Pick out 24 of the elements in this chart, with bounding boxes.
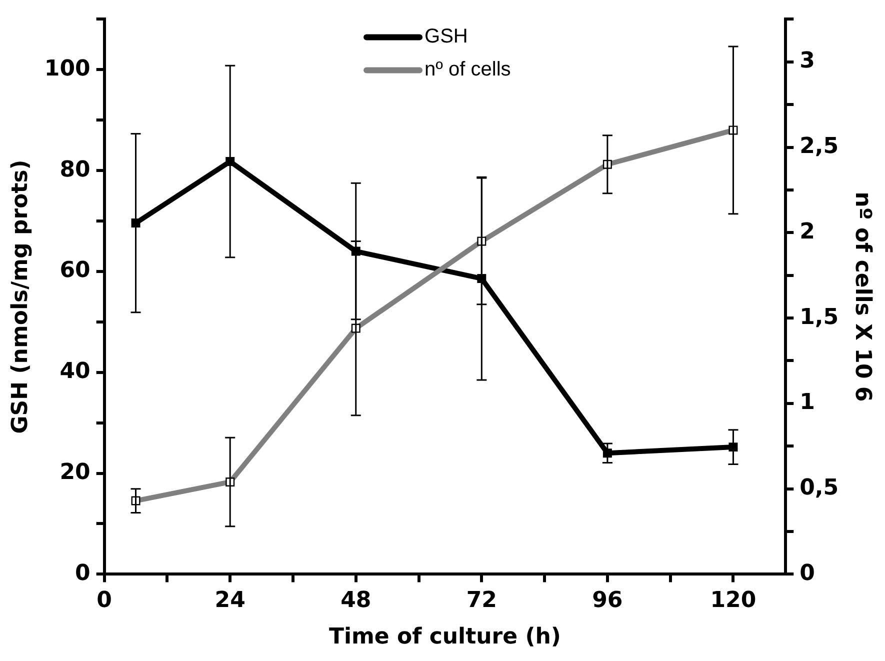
x-tick-label: 0 <box>96 588 112 614</box>
y-tick-label: 100 <box>44 56 90 82</box>
y2-tick-label: 3 <box>800 48 815 74</box>
y-tick-label: 40 <box>60 359 90 384</box>
y2-tick-label: 1 <box>800 390 815 416</box>
legend-label: nº of cells <box>424 58 511 81</box>
y-tick-label: 60 <box>60 258 90 284</box>
y2-tick-label: 2,5 <box>800 134 839 159</box>
x-tick-label: 24 <box>214 588 246 614</box>
y2-tick-label: 0,5 <box>800 476 839 501</box>
legend-label: GSH <box>424 26 468 48</box>
y2-tick-label: 1,5 <box>800 304 839 330</box>
x-tick-label: 120 <box>710 588 756 614</box>
y-axis-title: GSH (nmols/mg prots) <box>8 160 33 434</box>
x-axis-title: Time of culture (h) <box>328 624 561 650</box>
y2-tick-label: 2 <box>800 219 815 244</box>
y2-axis-title: nº of cells X 10 6 <box>850 192 876 402</box>
x-tick-label: 96 <box>592 588 623 614</box>
x-tick-label: 72 <box>466 588 497 614</box>
y2-tick-label: 0 <box>800 560 815 586</box>
y-tick-label: 20 <box>60 460 90 486</box>
y-tick-label: 0 <box>75 560 90 586</box>
x-tick-label: 48 <box>340 588 372 614</box>
y-tick-label: 80 <box>60 157 90 182</box>
